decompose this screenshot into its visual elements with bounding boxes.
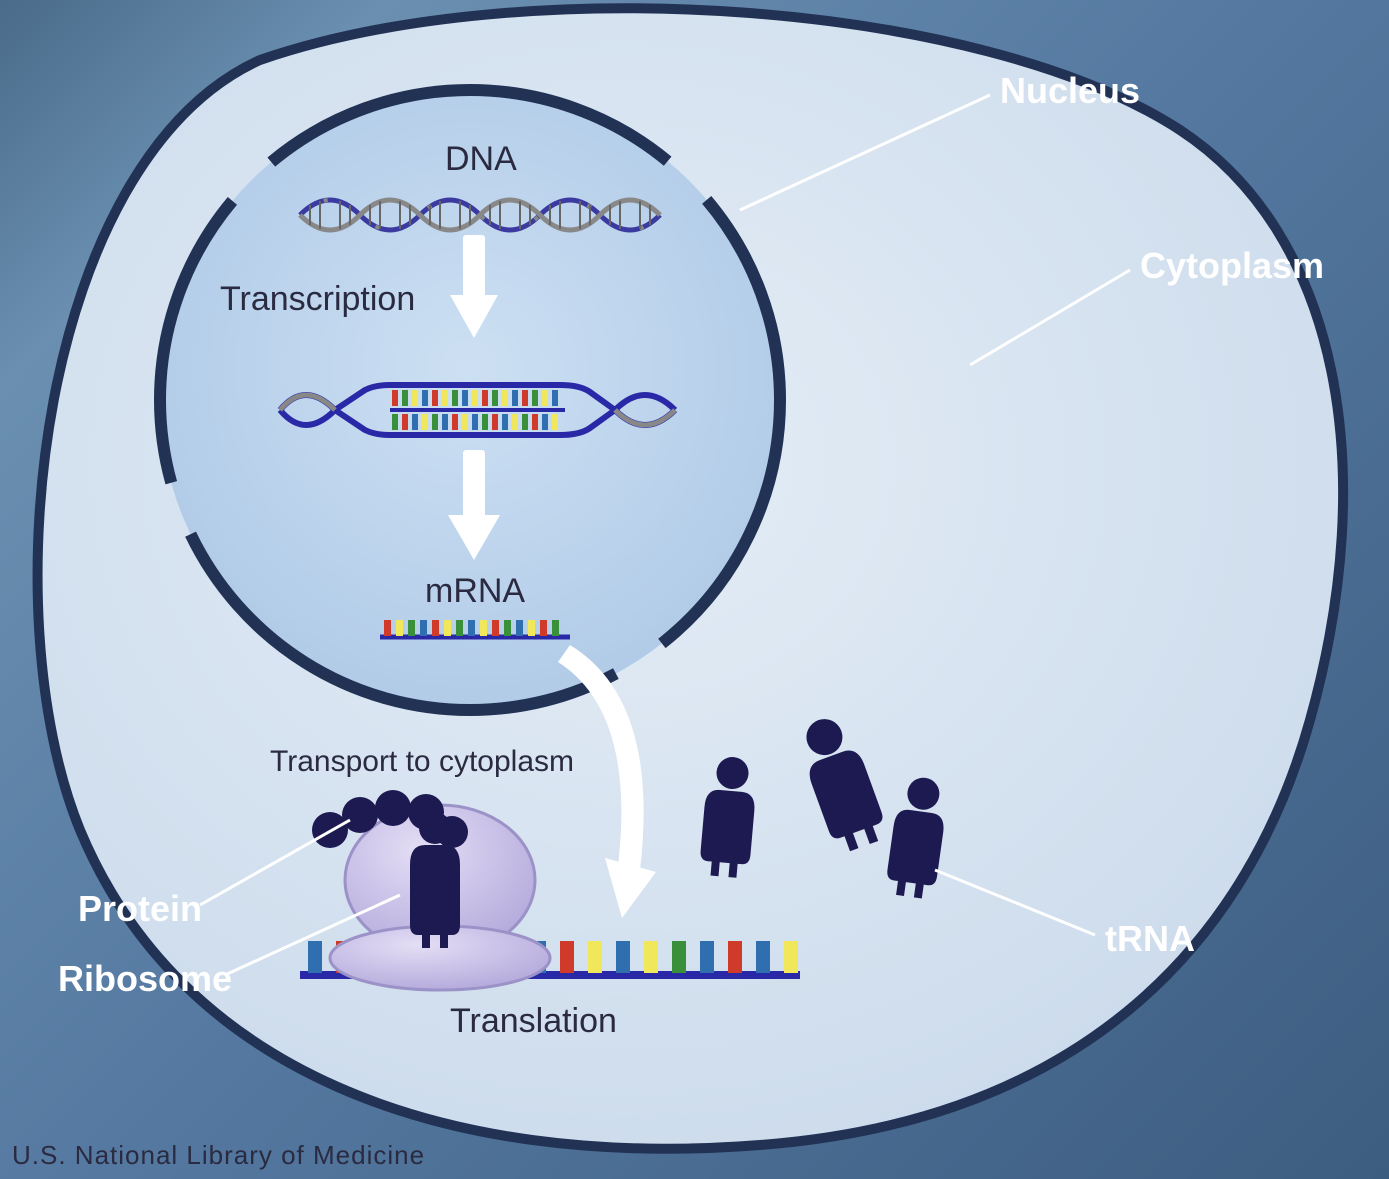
translation-label: Translation	[450, 1002, 617, 1041]
ribosome-label: Ribosome	[58, 958, 232, 1000]
dna-label: DNA	[445, 140, 517, 179]
transport-label: Transport to cytoplasm	[270, 745, 574, 779]
trna-label: tRNA	[1105, 918, 1195, 960]
mrna-label: mRNA	[425, 572, 525, 611]
mrna-strand	[380, 620, 570, 637]
cell-diagram	[0, 0, 1389, 1179]
credit-text: U.S. National Library of Medicine	[12, 1140, 425, 1171]
nucleus-label: Nucleus	[1000, 70, 1140, 112]
protein-label: Protein	[78, 888, 202, 930]
transcription-label: Transcription	[220, 280, 415, 319]
cytoplasm-label: Cytoplasm	[1140, 245, 1324, 287]
